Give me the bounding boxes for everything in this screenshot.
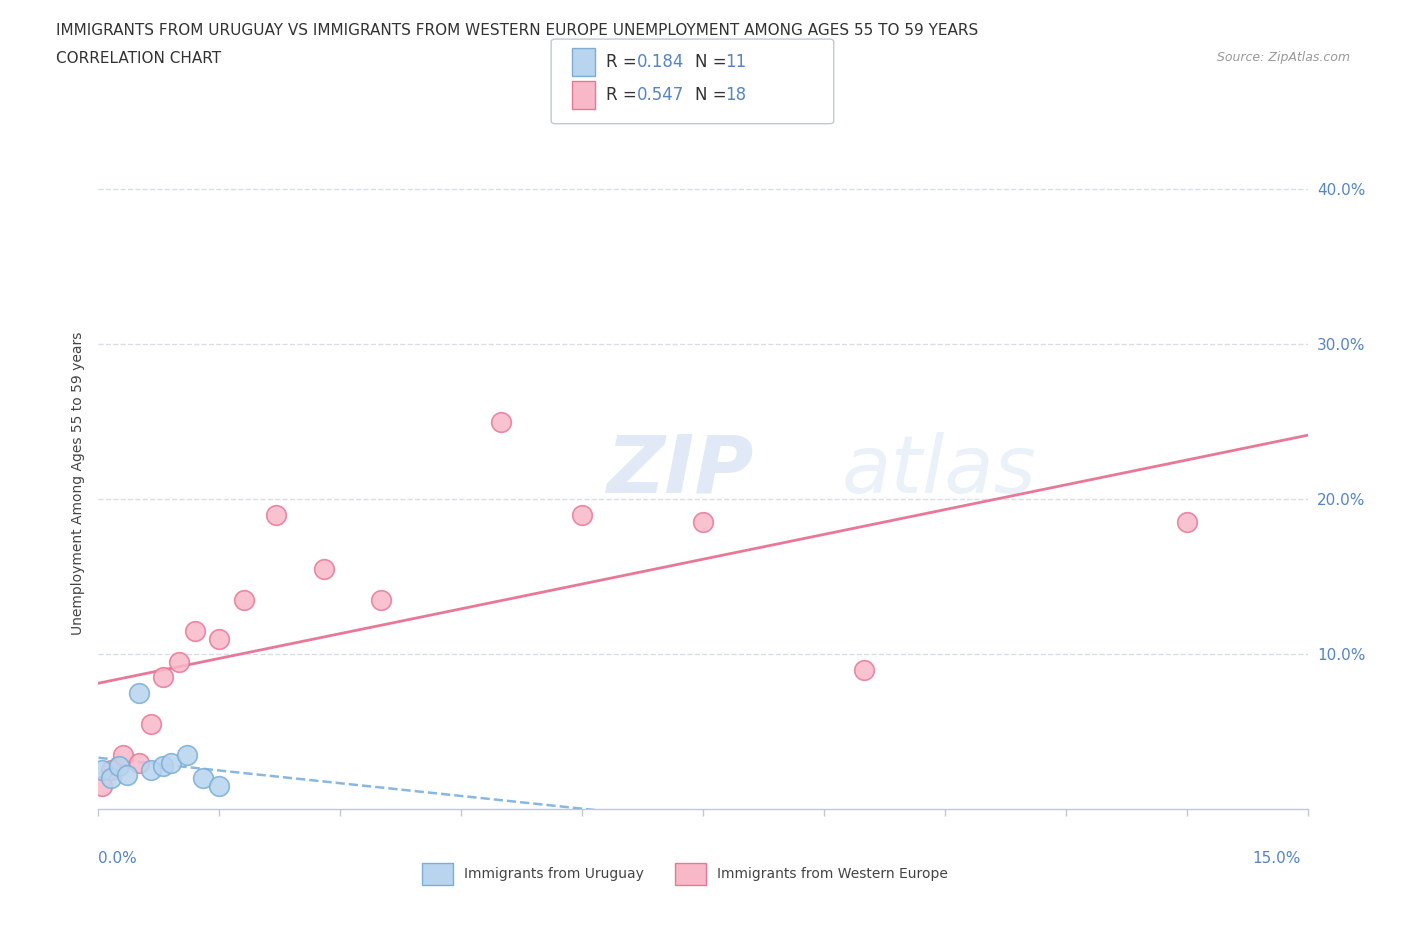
Point xyxy=(107,758,129,773)
Point xyxy=(491,414,513,429)
Point xyxy=(100,763,122,777)
Point xyxy=(232,592,254,607)
Point xyxy=(128,685,150,700)
Point xyxy=(128,755,150,770)
Text: 18: 18 xyxy=(725,86,747,104)
Point xyxy=(314,562,336,577)
Y-axis label: Unemployment Among Ages 55 to 59 years: Unemployment Among Ages 55 to 59 years xyxy=(70,332,84,635)
Text: Source: ZipAtlas.com: Source: ZipAtlas.com xyxy=(1216,51,1350,64)
Text: 15.0%: 15.0% xyxy=(1253,851,1301,866)
Text: Immigrants from Uruguay: Immigrants from Uruguay xyxy=(464,867,644,882)
Text: 0.0%: 0.0% xyxy=(98,851,138,866)
Point xyxy=(692,515,714,530)
Point xyxy=(139,763,162,777)
Point xyxy=(193,771,215,786)
Point xyxy=(91,778,114,793)
Text: IMMIGRANTS FROM URUGUAY VS IMMIGRANTS FROM WESTERN EUROPE UNEMPLOYMENT AMONG AGE: IMMIGRANTS FROM URUGUAY VS IMMIGRANTS FR… xyxy=(56,23,979,38)
Text: ZIP: ZIP xyxy=(606,432,754,510)
Text: 0.184: 0.184 xyxy=(637,53,685,72)
Point xyxy=(152,758,174,773)
Text: 0.547: 0.547 xyxy=(637,86,685,104)
Point xyxy=(167,655,190,670)
Text: N =: N = xyxy=(695,53,731,72)
Point xyxy=(184,623,207,638)
Text: R =: R = xyxy=(606,86,643,104)
Point xyxy=(176,748,198,763)
Point xyxy=(160,755,183,770)
Text: R =: R = xyxy=(606,53,643,72)
Point xyxy=(152,670,174,684)
Text: atlas: atlas xyxy=(842,432,1036,510)
Text: CORRELATION CHART: CORRELATION CHART xyxy=(56,51,221,66)
Point xyxy=(111,748,134,763)
Text: 11: 11 xyxy=(725,53,747,72)
Point xyxy=(139,716,162,731)
Point xyxy=(115,767,138,782)
Point xyxy=(208,778,231,793)
Point xyxy=(264,507,287,522)
Point xyxy=(370,592,392,607)
Point xyxy=(100,771,122,786)
Point xyxy=(1175,515,1198,530)
Point xyxy=(853,662,876,677)
Point xyxy=(91,763,114,777)
Text: Immigrants from Western Europe: Immigrants from Western Europe xyxy=(717,867,948,882)
Point xyxy=(571,507,593,522)
Point xyxy=(208,631,231,646)
Text: N =: N = xyxy=(695,86,731,104)
